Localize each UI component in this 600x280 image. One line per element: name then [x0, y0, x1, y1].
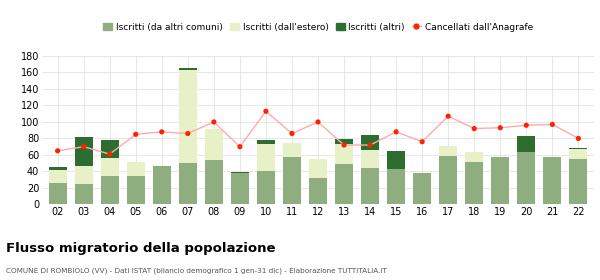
Bar	[569, 149, 587, 159]
Point	[548, 122, 557, 127]
Bar	[179, 67, 197, 70]
Bar	[491, 157, 509, 204]
Bar	[101, 176, 119, 204]
Point	[391, 130, 401, 134]
Bar	[74, 166, 93, 184]
Legend: Iscritti (da altri comuni), Iscritti (dall'estero), Iscritti (altri), Cancellati: Iscritti (da altri comuni), Iscritti (da…	[100, 19, 536, 35]
Point	[521, 123, 531, 127]
Bar	[361, 135, 379, 150]
Bar	[465, 152, 484, 162]
Bar	[49, 170, 67, 183]
Bar	[257, 144, 275, 171]
Bar	[127, 176, 145, 204]
Point	[339, 143, 349, 147]
Bar	[517, 152, 535, 204]
Point	[418, 139, 427, 144]
Bar	[309, 178, 327, 204]
Bar	[517, 136, 535, 152]
Point	[365, 143, 375, 147]
Bar	[101, 140, 119, 158]
Point	[53, 149, 62, 153]
Bar	[283, 143, 301, 157]
Point	[574, 136, 583, 141]
Point	[496, 125, 505, 130]
Point	[235, 144, 245, 149]
Point	[443, 114, 453, 118]
Bar	[257, 171, 275, 204]
Bar	[74, 184, 93, 204]
Bar	[439, 156, 457, 204]
Point	[79, 144, 88, 149]
Point	[313, 120, 323, 124]
Bar	[335, 164, 353, 204]
Bar	[361, 168, 379, 204]
Bar	[335, 139, 353, 144]
Bar	[152, 166, 171, 167]
Bar	[101, 158, 119, 176]
Bar	[49, 167, 67, 170]
Bar	[439, 146, 457, 156]
Bar	[205, 160, 223, 204]
Bar	[413, 173, 431, 204]
Point	[131, 132, 140, 137]
Bar	[179, 70, 197, 163]
Bar	[387, 151, 405, 169]
Point	[157, 130, 167, 134]
Bar	[152, 167, 171, 204]
Bar	[179, 163, 197, 204]
Bar	[283, 157, 301, 204]
Bar	[335, 144, 353, 164]
Bar	[309, 159, 327, 178]
Point	[287, 131, 297, 136]
Bar	[257, 140, 275, 144]
Bar	[74, 137, 93, 166]
Text: Flusso migratorio della popolazione: Flusso migratorio della popolazione	[6, 242, 275, 255]
Text: COMUNE DI ROMBIOLO (VV) - Dati ISTAT (bilancio demografico 1 gen-31 dic) - Elabo: COMUNE DI ROMBIOLO (VV) - Dati ISTAT (bi…	[6, 267, 387, 274]
Point	[261, 109, 271, 113]
Bar	[569, 159, 587, 204]
Bar	[231, 173, 249, 204]
Bar	[543, 157, 562, 204]
Bar	[205, 129, 223, 160]
Point	[209, 120, 218, 124]
Point	[183, 131, 193, 136]
Bar	[231, 172, 249, 173]
Bar	[465, 162, 484, 204]
Bar	[569, 148, 587, 149]
Bar	[49, 183, 67, 204]
Bar	[127, 162, 145, 176]
Bar	[361, 150, 379, 168]
Point	[469, 126, 479, 131]
Bar	[387, 169, 405, 204]
Point	[105, 152, 115, 156]
